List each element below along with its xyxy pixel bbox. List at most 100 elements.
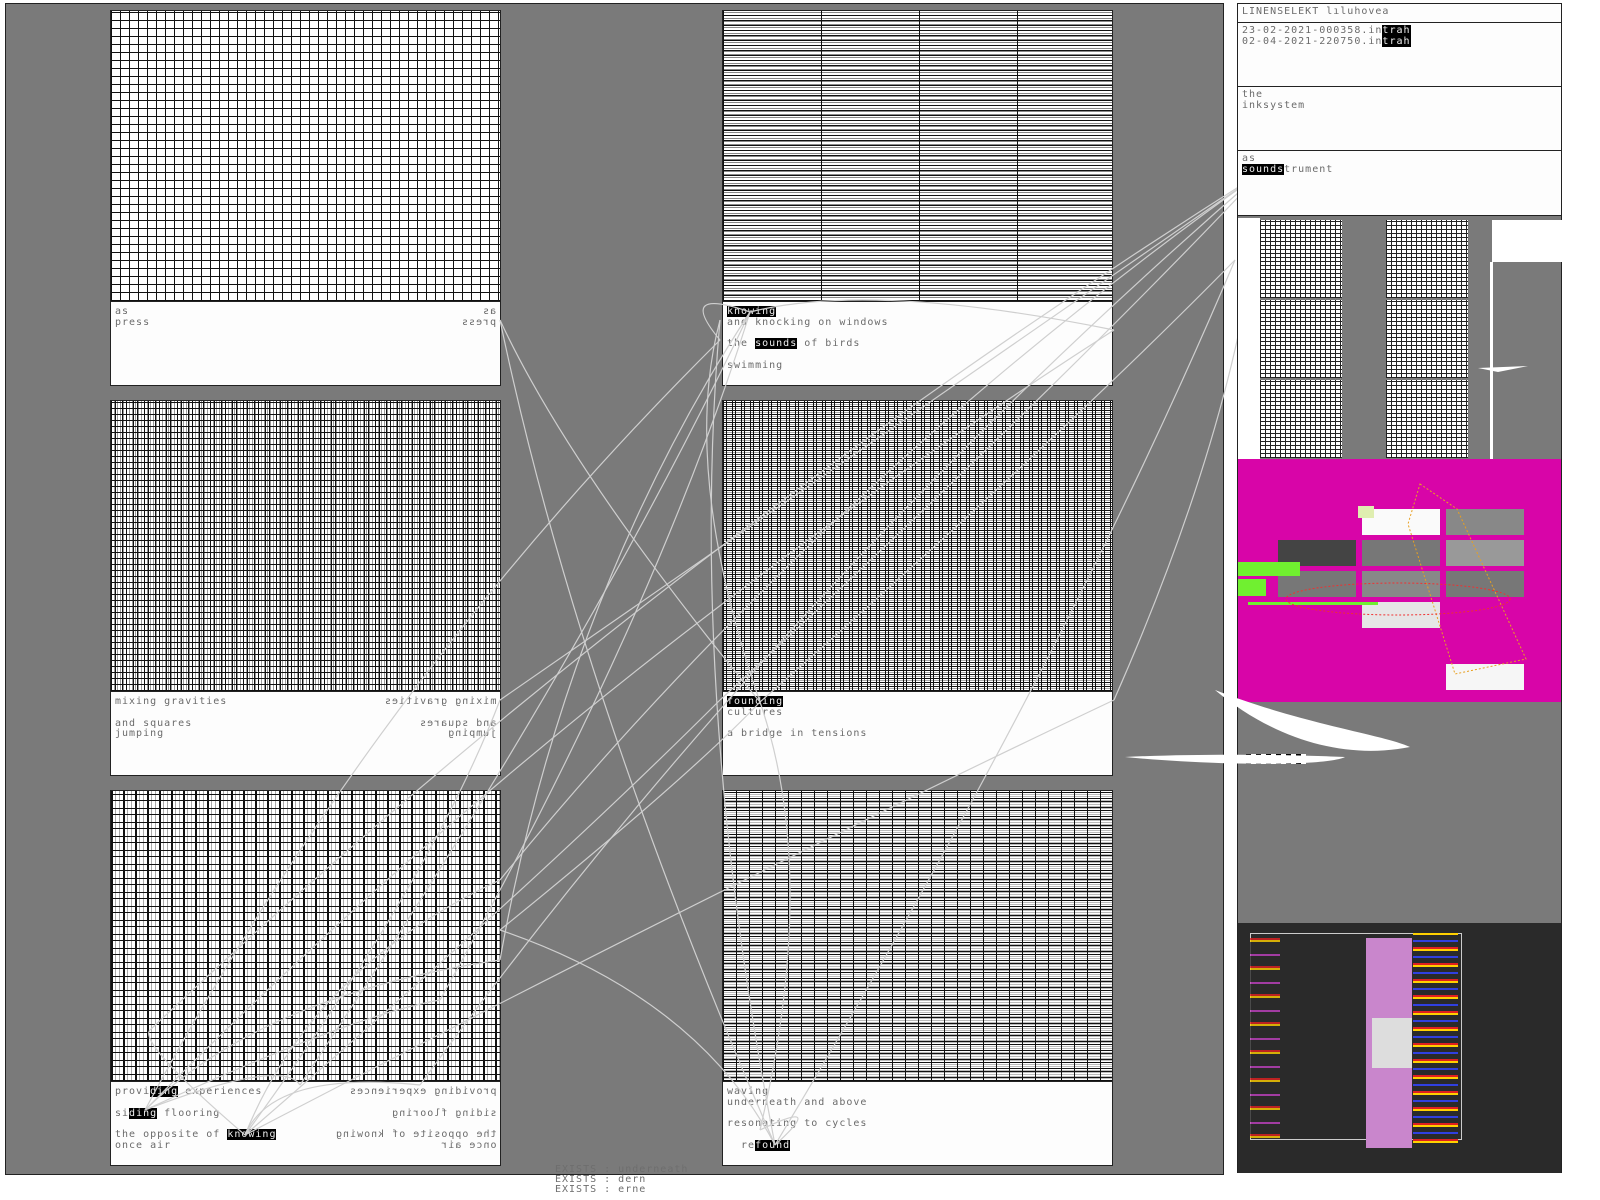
grid-pattern bbox=[722, 790, 1113, 1082]
text-line: founding bbox=[727, 696, 1108, 708]
text-segment: flooring bbox=[390, 1107, 454, 1119]
text-line bbox=[727, 1130, 1108, 1141]
text-line bbox=[727, 350, 1108, 361]
panel-waving[interactable]: waving underneath and above resonating to … bbox=[722, 790, 1113, 1166]
sidebar-text-box: the inksystem bbox=[1238, 87, 1561, 151]
white-shard-shape bbox=[1125, 690, 1410, 764]
text-segment: flooring bbox=[157, 1107, 221, 1119]
panel-founding[interactable]: founding cultures a bridge in tensions bbox=[722, 400, 1113, 776]
highlighted-word[interactable]: sounds bbox=[1242, 163, 1285, 175]
text-line: a bridge in tensions bbox=[727, 728, 1108, 740]
exists-label: EXISTS : dern bbox=[555, 1174, 647, 1185]
panel-text-box: waving underneath and above resonating to … bbox=[722, 1082, 1113, 1166]
highlighted-word[interactable]: found bbox=[755, 1139, 791, 1151]
text-segment: cultures bbox=[727, 706, 784, 718]
sidebar-text-box: as soundstrument bbox=[1238, 151, 1561, 216]
highlighted-word[interactable]: ding bbox=[129, 1107, 158, 1119]
text-segment: press bbox=[460, 316, 496, 328]
text-line: jumping bbox=[115, 728, 496, 740]
magenta-preview[interactable] bbox=[1238, 459, 1561, 702]
sidebar-title: LINENSELEKT lıluhovea bbox=[1242, 6, 1390, 17]
text-line: refound bbox=[727, 1139, 1108, 1152]
file-list: 23-02-2021-000358.intrah 02-04-2021-22075… bbox=[1238, 23, 1561, 87]
text-line: press bbox=[115, 316, 496, 329]
text-line: resonating to cycles bbox=[727, 1118, 1108, 1130]
text-line: the sounds of birds bbox=[727, 338, 1108, 350]
text-segment: si bbox=[481, 1107, 496, 1119]
panel-knowing[interactable]: knowing and knocking on windows the sounds… bbox=[722, 10, 1113, 386]
text-segment: of birds bbox=[797, 338, 861, 349]
text-segment: trument bbox=[1284, 163, 1334, 175]
highlighted-word[interactable]: knowing bbox=[727, 306, 777, 317]
text-segment: the opposite of bbox=[383, 1129, 496, 1140]
text-line: as bbox=[115, 306, 496, 318]
text-line: siding flooring bbox=[335, 1107, 496, 1120]
text-segment: once air bbox=[439, 1139, 496, 1151]
text-segment: inksystem bbox=[1242, 99, 1306, 111]
text-segment: provi bbox=[460, 1086, 496, 1097]
text-line: providing experiences bbox=[335, 1086, 496, 1098]
text-segment: a bridge in tensions bbox=[727, 728, 868, 739]
text-segment: mixing gravities bbox=[383, 696, 496, 707]
text-segment: as bbox=[1242, 153, 1257, 164]
text-segment: underneath and above bbox=[727, 1096, 868, 1108]
text-segment: jumping bbox=[115, 728, 165, 739]
minimap-preview[interactable] bbox=[1238, 923, 1561, 1173]
text-segment: and squares bbox=[115, 717, 193, 729]
text-segment: 02-04-2021-220750.in bbox=[1242, 35, 1383, 47]
panel-text-box: as press as press bbox=[110, 302, 501, 386]
overview-thumbnail[interactable] bbox=[1238, 218, 1562, 462]
text-segment: press bbox=[115, 316, 151, 328]
text-line: jumping bbox=[384, 728, 496, 740]
grid-pattern bbox=[722, 400, 1113, 692]
grid-pattern bbox=[110, 10, 501, 302]
text-line: and knocking on windows bbox=[727, 316, 1108, 329]
highlighted-word[interactable]: sounds bbox=[755, 338, 798, 349]
text-segment: swimming bbox=[727, 359, 784, 371]
highlighted-word[interactable]: knowing bbox=[227, 1129, 277, 1140]
exists-labels: EXISTS : underneath EXISTS : dern EXISTS… bbox=[555, 1165, 688, 1195]
white-arrow-shape bbox=[1478, 366, 1528, 372]
text-segment: provi bbox=[115, 1086, 151, 1097]
text-segment: mixing gravities bbox=[115, 696, 228, 707]
sidebar: LINENSELEKT lıluhovea 23-02-2021-000358.… bbox=[1237, 3, 1562, 1173]
mirrored-text: providing experiences siding flooring the … bbox=[334, 1086, 496, 1152]
panel-text-box: founding cultures a bridge in tensions bbox=[722, 692, 1113, 776]
highlighted-word[interactable]: trah bbox=[1382, 25, 1411, 36]
highlighted-word[interactable]: ding bbox=[150, 1086, 179, 1097]
text-segment: ding bbox=[432, 1086, 461, 1097]
file-entry: 02-04-2021-220750.intrah bbox=[1242, 35, 1557, 48]
text-line: once air bbox=[115, 1139, 496, 1152]
grid-pattern bbox=[722, 10, 1113, 302]
text-line: as bbox=[1242, 153, 1557, 165]
panel-text-box: providing experiences siding flooring the … bbox=[110, 1082, 501, 1166]
text-segment: resonating to cycles bbox=[727, 1118, 868, 1129]
exists-label: EXISTS : underneath bbox=[555, 1164, 689, 1175]
text-segment: and knocking on windows bbox=[727, 316, 889, 328]
text-segment: the bbox=[1242, 89, 1264, 100]
text-segment: knowing bbox=[334, 1129, 384, 1140]
text-segment: as bbox=[481, 306, 496, 317]
panel-text-box: mixing gravities and squares jumping mixing… bbox=[110, 692, 501, 776]
text-segment: ding bbox=[453, 1107, 482, 1119]
text-line: swimming bbox=[727, 359, 1108, 372]
panel-providing[interactable]: providing experiences siding flooring the … bbox=[110, 790, 501, 1166]
highlighted-word[interactable]: founding bbox=[727, 696, 784, 707]
text-segment: waving bbox=[727, 1086, 770, 1097]
text-line: inksystem bbox=[1242, 99, 1557, 112]
exists-label: EXISTS : erne bbox=[555, 1184, 647, 1195]
text-segment: 23-02-2021-000358.in bbox=[1242, 25, 1383, 36]
text-segment: as bbox=[115, 306, 130, 317]
panel-mixing-gravities[interactable]: mixing gravities and squares jumping mixing… bbox=[110, 400, 501, 776]
text-line: soundstrument bbox=[1242, 163, 1557, 176]
text-line: the bbox=[1242, 89, 1557, 101]
text-line: press bbox=[460, 316, 496, 329]
text-segment: and squares bbox=[418, 717, 496, 729]
text-line: once air bbox=[335, 1139, 496, 1152]
sidebar-title-box: LINENSELEKT lıluhovea bbox=[1238, 4, 1561, 23]
text-line: cultures bbox=[727, 706, 1108, 719]
text-segment: experiences bbox=[178, 1086, 263, 1097]
highlighted-word[interactable]: trah bbox=[1382, 35, 1411, 47]
text-segment: once air bbox=[115, 1139, 172, 1151]
panel-as-press[interactable]: as press as press bbox=[110, 10, 501, 386]
